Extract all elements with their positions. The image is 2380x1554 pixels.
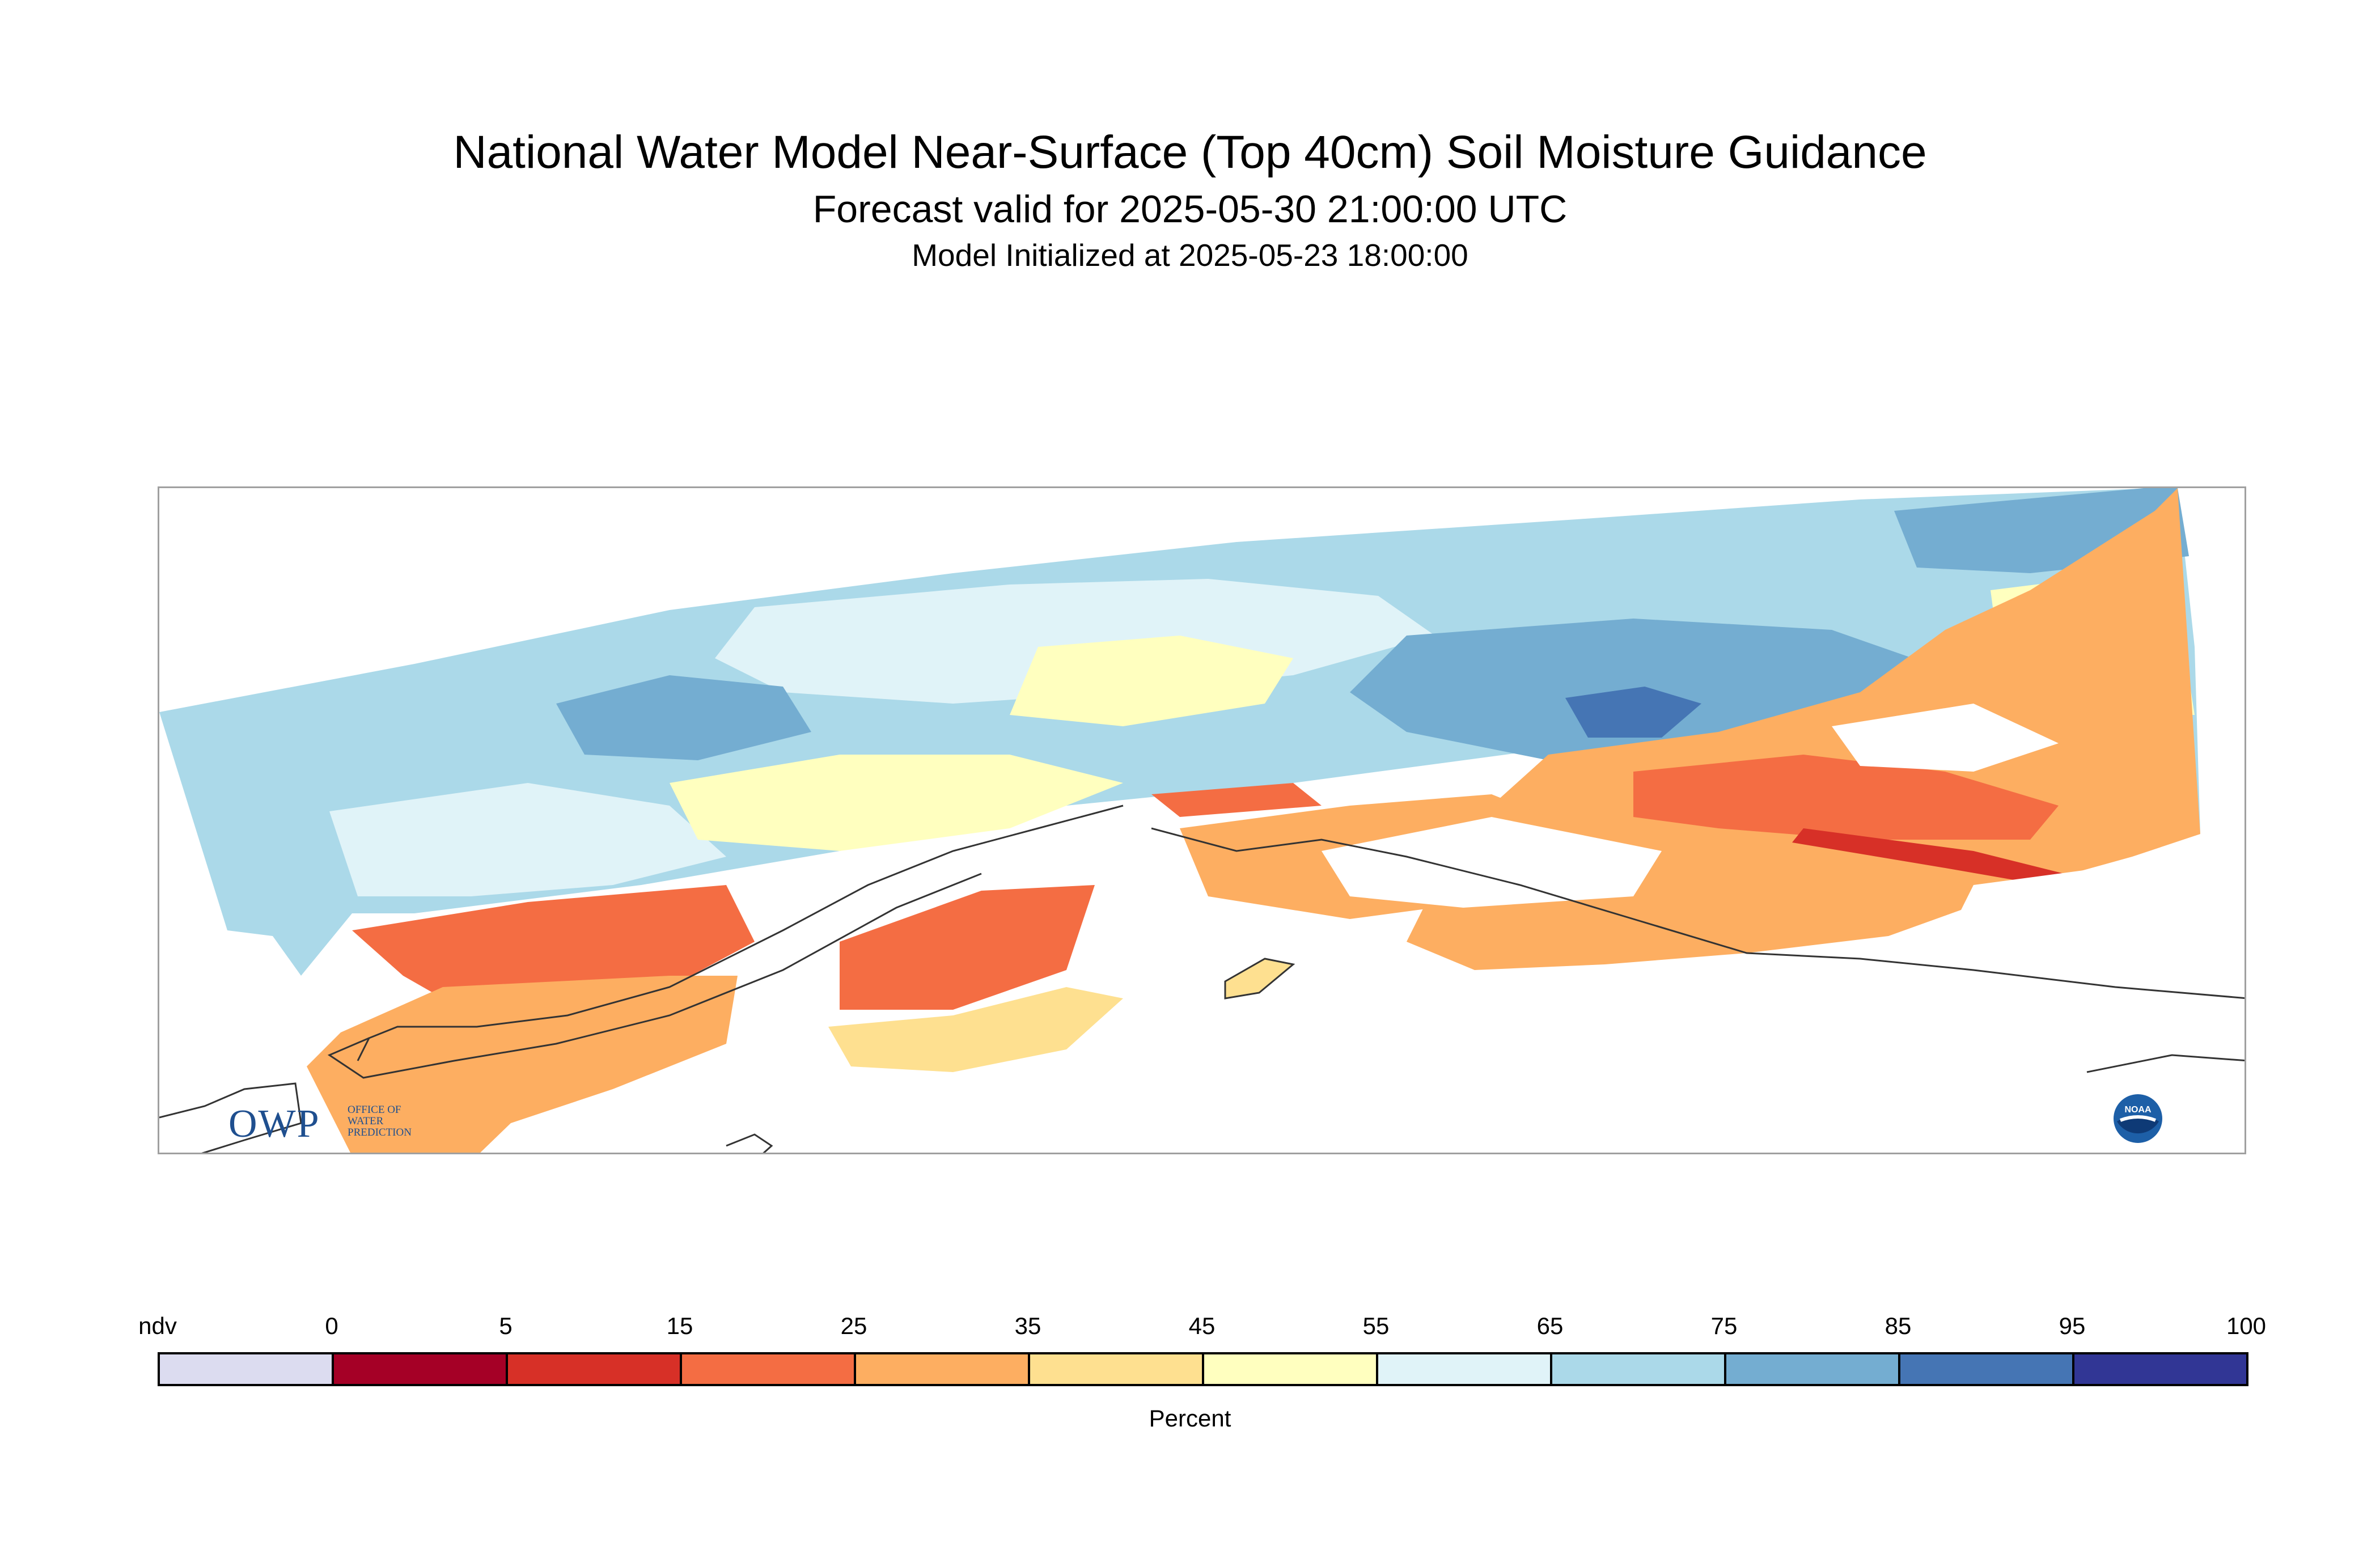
model-init-line: Model Initialized at 2025-05-23 18:00:00 bbox=[912, 238, 1468, 273]
region-yellow-1 bbox=[1010, 636, 1293, 726]
colorbar-label: Percent bbox=[1149, 1405, 1231, 1432]
region-glacier-3 bbox=[1945, 840, 2245, 976]
soil-moisture-map bbox=[159, 488, 2245, 1153]
colorbar-tick-label: 35 bbox=[1014, 1312, 1041, 1339]
map-panel[interactable] bbox=[158, 486, 2246, 1154]
colorbar-swatch bbox=[1550, 1352, 1726, 1386]
owp-line-1: OFFICE OF bbox=[348, 1104, 401, 1116]
region-kenai-light-orange bbox=[828, 987, 1123, 1072]
colorbar-swatch bbox=[854, 1352, 1030, 1386]
colorbar-swatch bbox=[680, 1352, 856, 1386]
colorbar-swatch bbox=[1898, 1352, 2074, 1386]
region-southwest-orange bbox=[352, 885, 755, 998]
noaa-emblem: NOAA bbox=[2114, 1094, 2162, 1143]
colorbar-tick-label: 15 bbox=[666, 1312, 693, 1339]
region-east-red-orange bbox=[1633, 755, 2059, 840]
colorbar-swatch bbox=[1724, 1352, 1900, 1386]
kodiak-island bbox=[726, 1133, 773, 1153]
region-kenai-red-orange bbox=[840, 885, 1095, 1010]
owp-line-3: PREDICTION bbox=[348, 1127, 412, 1138]
colorbar-tick-label: 0 bbox=[325, 1312, 338, 1339]
colorbar-tick-label: 75 bbox=[1710, 1312, 1738, 1339]
colorbar-swatch bbox=[332, 1352, 508, 1386]
region-dark-blue-1 bbox=[1565, 687, 1701, 738]
noaa-text: NOAA bbox=[2124, 1105, 2152, 1115]
cook-inlet bbox=[327, 873, 982, 1079]
colorbar bbox=[158, 1352, 2248, 1386]
colorbar-tick-label: 25 bbox=[840, 1312, 867, 1339]
owp-line-2: WATER bbox=[348, 1115, 384, 1127]
colorbar-swatch bbox=[1028, 1352, 1204, 1386]
region-yellow-2 bbox=[670, 755, 1123, 851]
owp-logo: OWP OFFICE OF WATER PREDICTION bbox=[228, 1104, 433, 1144]
colorbar-tick-label: 45 bbox=[1188, 1312, 1216, 1339]
colorbar-tick-label: 85 bbox=[1884, 1312, 1912, 1339]
noaa-logo: NOAA bbox=[2112, 1093, 2163, 1144]
map-subtitle: Forecast valid for 2025-05-30 21:00:00 U… bbox=[812, 188, 1568, 231]
colorbar-swatch bbox=[158, 1352, 334, 1386]
map-title: National Water Model Near-Surface (Top 4… bbox=[453, 126, 1927, 178]
region-pale-blue-2 bbox=[329, 783, 726, 896]
colorbar-swatch bbox=[2072, 1352, 2248, 1386]
colorbar-swatch bbox=[1376, 1352, 1552, 1386]
region-glacier-1 bbox=[1322, 817, 1662, 908]
small-island bbox=[1224, 958, 1295, 1000]
region-medium-blue-3 bbox=[556, 675, 811, 760]
region-red-strip bbox=[1151, 783, 1322, 817]
region-glacier-2 bbox=[1832, 704, 2059, 772]
colorbar-tick-label: 55 bbox=[1362, 1312, 1390, 1339]
southeast-coast bbox=[2086, 1054, 2245, 1073]
coastline bbox=[357, 804, 2245, 1061]
owp-letters: OWP bbox=[228, 1102, 320, 1146]
region-east-red-streak bbox=[1792, 828, 2087, 891]
colorbar-tick-label: 100 bbox=[2226, 1312, 2267, 1339]
colorbar-swatch bbox=[1202, 1352, 1378, 1386]
colorbar-swatch bbox=[506, 1352, 682, 1386]
southwest-coast bbox=[159, 1082, 302, 1153]
colorbar-tick-label: 95 bbox=[2059, 1312, 2086, 1339]
colorbar-tick-label: 65 bbox=[1536, 1312, 1564, 1339]
region-southwest-light-orange bbox=[307, 976, 738, 1153]
colorbar-tick-label: ndv bbox=[138, 1312, 177, 1339]
colorbar-tick-label: 5 bbox=[499, 1312, 513, 1339]
